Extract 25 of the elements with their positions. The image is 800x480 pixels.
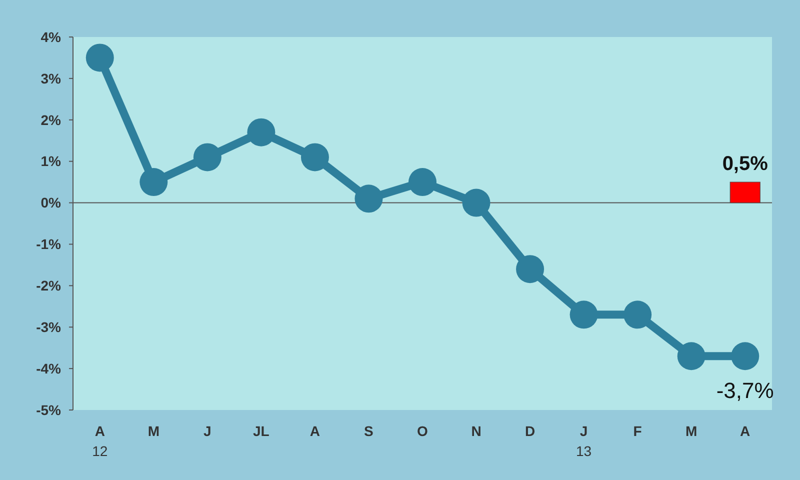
y-tick-label: -1% — [36, 236, 62, 252]
y-tick-label: 0% — [40, 194, 62, 211]
data-label: -3,7% — [716, 378, 774, 404]
y-tick-label: 4% — [40, 28, 62, 45]
x-tick-label: J 13 — [576, 423, 592, 459]
x-tick-label: A — [740, 423, 750, 439]
y-tick-label: 3% — [40, 70, 62, 86]
y-tick-label: -2% — [36, 278, 62, 294]
x-tick-label: N — [471, 423, 482, 439]
y-tick-label: 1% — [40, 153, 62, 170]
x-tick-label: F — [633, 423, 642, 439]
x-tick-label: D — [524, 423, 536, 439]
x-tick-label: A 12 — [92, 423, 108, 459]
data-label: 0,5% — [722, 153, 768, 176]
x-tick-label: M — [148, 423, 160, 439]
x-tick-label: S — [364, 423, 374, 439]
x-tick-label: M — [686, 423, 698, 439]
x-tick-label: J — [204, 423, 212, 439]
x-tick-label: O — [417, 423, 428, 439]
y-tick-label: 2% — [40, 112, 62, 128]
x-tick-label: A — [310, 423, 320, 439]
y-tick-label: -5% — [36, 402, 62, 418]
y-tick-label: -4% — [36, 360, 62, 376]
x-tick-label: JL — [253, 423, 270, 439]
y-tick-label: -3% — [36, 319, 62, 336]
